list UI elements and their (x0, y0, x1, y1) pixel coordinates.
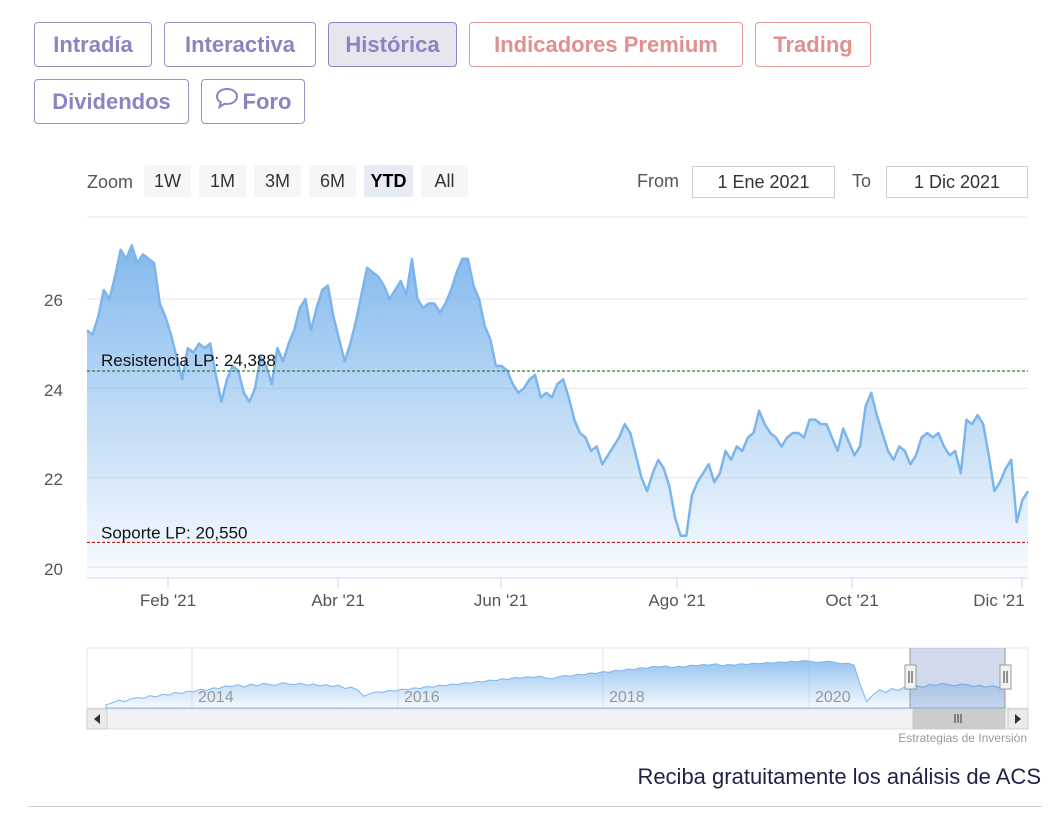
x-tick-label: Dic '21 (973, 591, 1024, 610)
zoom-6m-button[interactable]: 6M (309, 165, 356, 197)
scroll-right-button[interactable] (1007, 708, 1029, 730)
zoom-ytd-button[interactable]: YTD (364, 165, 413, 197)
navigator-selection[interactable] (910, 648, 1005, 708)
tab-historica[interactable]: Histórica (328, 22, 457, 67)
tab-label: Trading (773, 32, 853, 57)
scrollbar-thumb[interactable] (912, 708, 1006, 730)
navigator-handle-right[interactable] (999, 664, 1012, 690)
x-tick-label: Feb '21 (140, 591, 196, 610)
resistance-label: Resistencia LP: 24,388 (101, 351, 276, 370)
price-area (87, 245, 1028, 578)
x-tick-label: Jun '21 (474, 591, 528, 610)
tab-label: Dividendos (52, 89, 171, 114)
zoom-1m-button[interactable]: 1M (199, 165, 246, 197)
nav-tick-label: 2014 (198, 689, 234, 706)
arrow-right-icon (1015, 714, 1021, 724)
tab-label: Intradía (53, 32, 133, 57)
tab-foro[interactable]: Foro (201, 79, 305, 124)
navigator: 2014 2016 2018 2020 (86, 647, 1029, 709)
zoom-all-button[interactable]: All (421, 165, 468, 197)
tab-label: Interactiva (184, 32, 296, 57)
tab-indicadores-premium[interactable]: Indicadores Premium (469, 22, 743, 67)
x-tick-label: Ago '21 (648, 591, 705, 610)
tab-intradia[interactable]: Intradía (34, 22, 152, 67)
promo-text: Reciba gratuitamente los análisis de ACS (637, 764, 1041, 789)
tab-label: Foro (242, 89, 292, 114)
y-tick-label: 24 (44, 381, 63, 400)
zoom-3m-button[interactable]: 3M (254, 165, 301, 197)
zoom-label: Zoom (87, 172, 134, 192)
y-tick-label: 22 (44, 470, 63, 489)
tab-trading[interactable]: Trading (755, 22, 871, 67)
nav-tick-label: 2020 (815, 689, 851, 706)
navigator-handle-left[interactable] (904, 664, 917, 690)
to-date-input[interactable]: 1 Dic 2021 (886, 166, 1028, 198)
tab-label: Histórica (345, 32, 440, 57)
x-tick-label: Oct '21 (825, 591, 878, 610)
speech-bubble-icon (215, 80, 239, 123)
nav-tick-label: 2018 (609, 689, 645, 706)
tab-interactiva[interactable]: Interactiva (164, 22, 316, 67)
support-label: Soporte LP: 20,550 (101, 523, 248, 542)
scrollbar[interactable] (86, 708, 1029, 730)
tab-dividendos[interactable]: Dividendos (34, 79, 189, 124)
zoom-1w-button[interactable]: 1W (144, 165, 191, 197)
navigator-area (105, 659, 1006, 709)
tab-label: Indicadores Premium (494, 32, 718, 57)
scroll-left-button[interactable] (86, 708, 108, 730)
y-tick-label: 20 (44, 560, 63, 579)
to-label: To (852, 171, 872, 191)
arrow-left-icon (94, 714, 100, 724)
chart-credits[interactable]: Estrategias de Inversión (898, 731, 1027, 745)
from-label: From (637, 171, 679, 191)
x-tick-label: Abr '21 (311, 591, 364, 610)
from-date-input[interactable]: 1 Ene 2021 (692, 166, 835, 198)
y-tick-label: 26 (44, 291, 63, 310)
nav-tick-label: 2016 (404, 689, 440, 706)
divider (28, 806, 1042, 807)
price-line (86, 244, 1030, 537)
